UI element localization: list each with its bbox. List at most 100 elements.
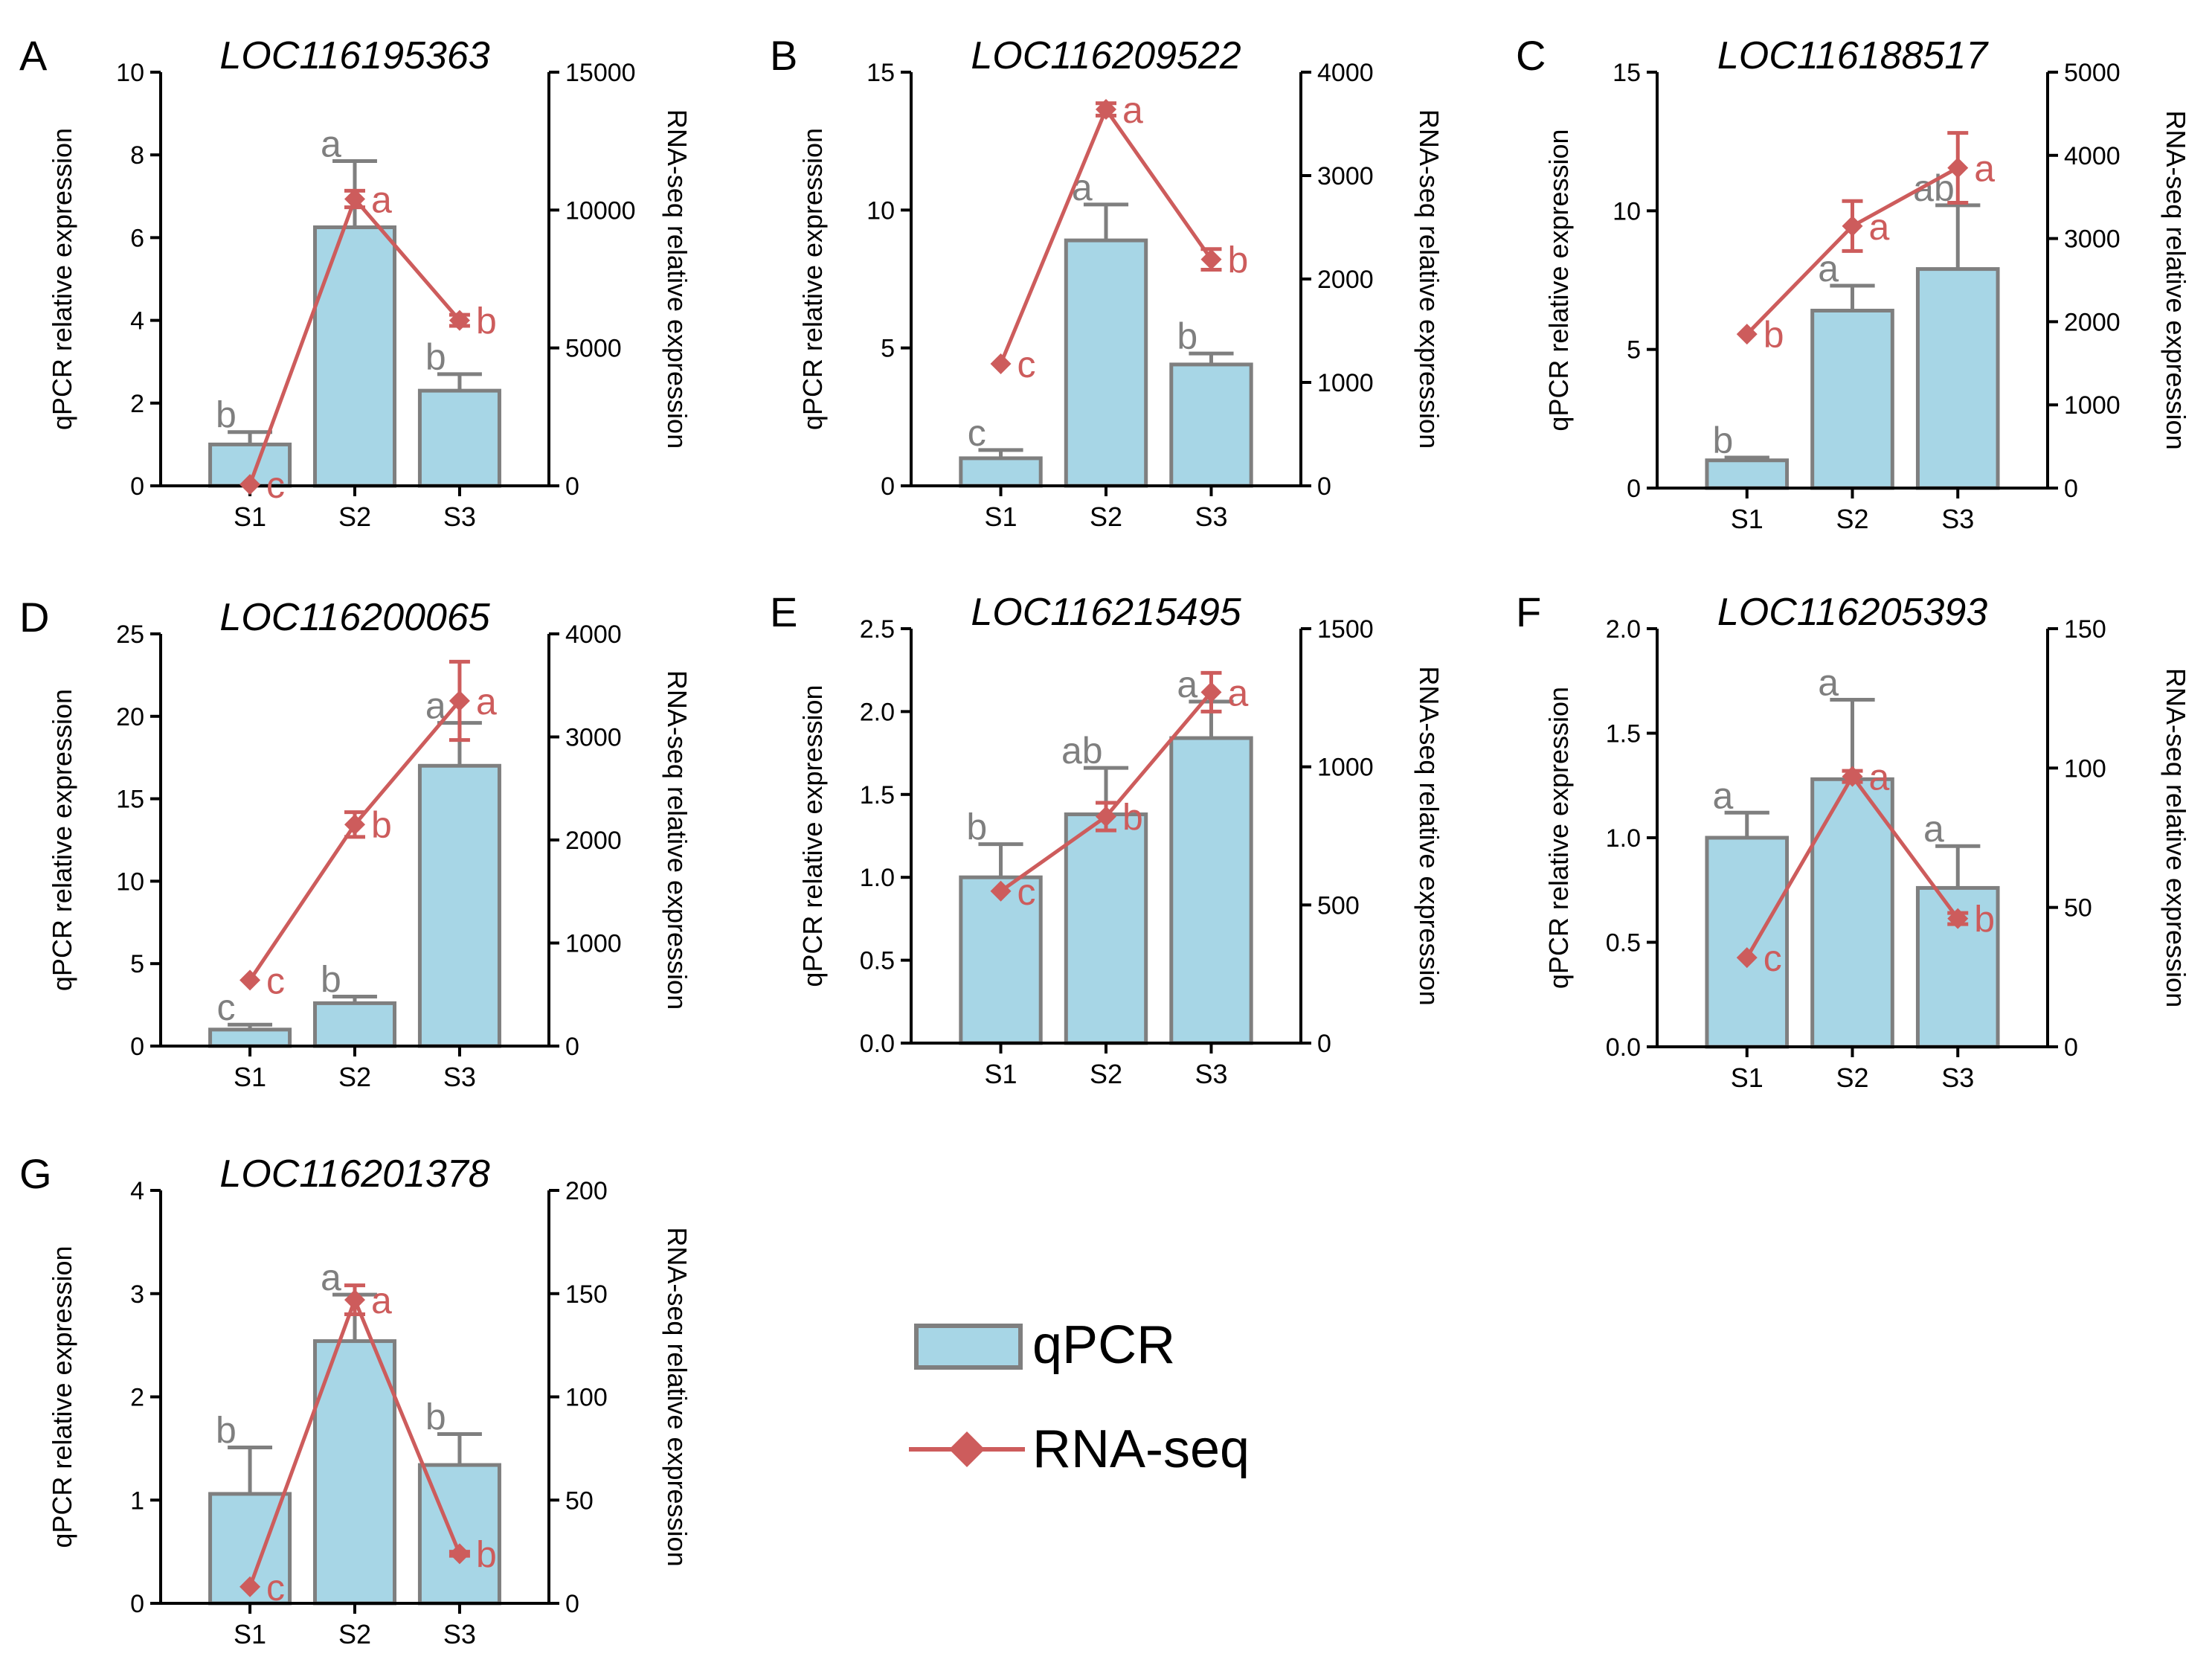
right-axis-title: RNA-seq relative expression [662, 670, 692, 1010]
panel-g: G LOC116201378 b a b 0 1 2 3 4 0 50 100 150 200 S1 S2 S3 q… [19, 1150, 692, 1649]
rnaseq-significance-letter: c [266, 464, 285, 506]
qpcr-bar [312, 1001, 397, 1048]
left-tick-label: 10 [116, 59, 144, 87]
right-tick-label: 1000 [2064, 391, 2121, 420]
left-tick-label: 0 [130, 472, 144, 501]
panel-title: LOC116209522 [971, 34, 1241, 77]
right-tick-label: 4000 [1317, 59, 1374, 87]
qpcr-bar [1064, 812, 1148, 1045]
x-tick-label: S3 [443, 1062, 476, 1092]
left-tick-label: 1.5 [860, 781, 895, 809]
left-axis-title: qPCR relative expression [1543, 687, 1574, 989]
left-tick-label: 0 [881, 472, 895, 501]
rnaseq-significance-letter: c [266, 1567, 285, 1609]
rnaseq-diamond-marker [1200, 248, 1222, 270]
right-tick-label: 15000 [565, 59, 636, 87]
right-tick-label: 2000 [565, 827, 622, 855]
left-tick-label: 1.5 [1606, 720, 1641, 748]
rnaseq-significance-letter: a [476, 681, 497, 722]
qpcr-significance-letter: ab [1061, 730, 1103, 772]
left-tick-label: 25 [116, 620, 144, 649]
qpcr-significance-letter: c [216, 987, 235, 1028]
qpcr-bar [208, 1027, 292, 1048]
legend: qPCR RNA-seq [909, 1315, 1250, 1479]
legend-bar-swatch [914, 1324, 1023, 1370]
qpcr-significance-letter: a [321, 1257, 341, 1298]
qpcr-bar [1169, 736, 1253, 1045]
x-tick-label: S2 [338, 501, 371, 532]
rnaseq-diamond-marker [990, 353, 1012, 374]
qpcr-significance-letter: a [1818, 248, 1839, 289]
rnaseq-significance-letter: b [1764, 314, 1784, 356]
right-tick-label: 200 [565, 1177, 608, 1205]
qpcr-significance-letter: b [216, 394, 237, 436]
left-tick-label: 4 [130, 1177, 144, 1205]
right-tick-label: 0 [1317, 472, 1331, 501]
qpcr-bar [1064, 238, 1148, 488]
left-tick-label: 15 [116, 786, 144, 814]
panels: A LOC116195363bab0246810050001000015000S1… [19, 32, 2191, 1649]
legend-line-label: RNA-seq [1032, 1420, 1250, 1479]
right-tick-label: 5000 [565, 335, 622, 363]
x-tick-label: S3 [1941, 1062, 1974, 1093]
rnaseq-diamond-marker [1096, 99, 1116, 121]
left-tick-label: 1.0 [1606, 824, 1641, 853]
panel-title: LOC116188517 [1717, 34, 1989, 77]
x-tick-label: S2 [338, 1619, 371, 1649]
right-tick-label: 1000 [565, 930, 622, 958]
rnaseq-significance-letter: c [1764, 937, 1782, 979]
right-tick-label: 3000 [565, 724, 622, 752]
rnaseq-diamond-marker [448, 1543, 470, 1565]
panel-a: A LOC116195363 b a b 0 2 4 6 8 10 0 5000 10000 15000 S1… [19, 32, 692, 532]
x-tick-label: S3 [1941, 504, 1974, 534]
left-axis-title: qPCR relative expression [797, 128, 828, 430]
right-axis-title: RNA-seq relative expression [2161, 668, 2191, 1007]
rnaseq-significance-letter: a [1974, 148, 1995, 190]
panel-d: D LOC116200065cba051015202501000200030004… [19, 594, 692, 1092]
rnaseq-significance-letter: a [371, 1280, 392, 1321]
rnaseq-significance-letter: b [476, 301, 497, 342]
panel-c: C LOC116188517baab05101501000200030004000… [1516, 32, 2191, 534]
left-tick-label: 15 [867, 59, 895, 87]
left-tick-label: 5 [881, 335, 895, 363]
right-tick-label: 100 [565, 1384, 608, 1412]
panel-letter: E [770, 589, 797, 635]
rnaseq-significance-letter: c [1017, 344, 1036, 385]
x-tick-label: S1 [234, 1062, 266, 1092]
rnaseq-diamond-marker [448, 310, 470, 331]
left-tick-label: 3 [130, 1280, 144, 1309]
left-tick-label: 0 [1627, 475, 1641, 503]
left-axis-title: qPCR relative expression [797, 684, 828, 987]
left-tick-label: 20 [116, 703, 144, 731]
x-tick-label: S3 [443, 1619, 476, 1649]
rnaseq-diamond-marker [1947, 908, 1969, 929]
left-tick-label: 1.0 [860, 864, 895, 892]
right-tick-label: 4000 [565, 620, 622, 649]
x-tick-label: S2 [338, 1062, 371, 1092]
qpcr-bar [417, 388, 501, 488]
rnaseq-significance-letter: a [1122, 89, 1143, 131]
rnaseq-diamond-marker [239, 474, 261, 496]
qpcr-bar [1810, 777, 1894, 1049]
rnaseq-diamond-marker [1842, 766, 1863, 787]
qpcr-significance-letter: b [425, 336, 446, 378]
rnaseq-significance-letter: b [476, 1533, 497, 1575]
left-tick-label: 15 [1613, 59, 1641, 87]
left-tick-label: 2.0 [1606, 615, 1641, 644]
qpcr-bar [959, 456, 1043, 488]
qpcr-significance-letter: a [1177, 664, 1197, 705]
right-tick-label: 500 [1317, 891, 1360, 920]
left-tick-label: 5 [130, 950, 144, 978]
right-tick-label: 50 [2064, 894, 2092, 923]
legend-bar-label: qPCR [1032, 1315, 1175, 1375]
left-axis-title: qPCR relative expression [47, 689, 77, 991]
rnaseq-significance-letter: c [1017, 871, 1036, 913]
panel-b: B LOC116209522 c a b 0 5 10 15 0 1000 2000 3000 4000 S… [770, 32, 1444, 532]
right-tick-label: 0 [565, 1033, 579, 1061]
left-tick-label: 0.5 [1606, 929, 1641, 958]
right-tick-label: 0 [2064, 475, 2078, 503]
rnaseq-diamond-marker [344, 188, 365, 210]
x-tick-label: S2 [1090, 1059, 1122, 1089]
rnaseq-significance-letter: b [1974, 899, 1995, 940]
qpcr-significance-letter: a [1923, 808, 1944, 850]
